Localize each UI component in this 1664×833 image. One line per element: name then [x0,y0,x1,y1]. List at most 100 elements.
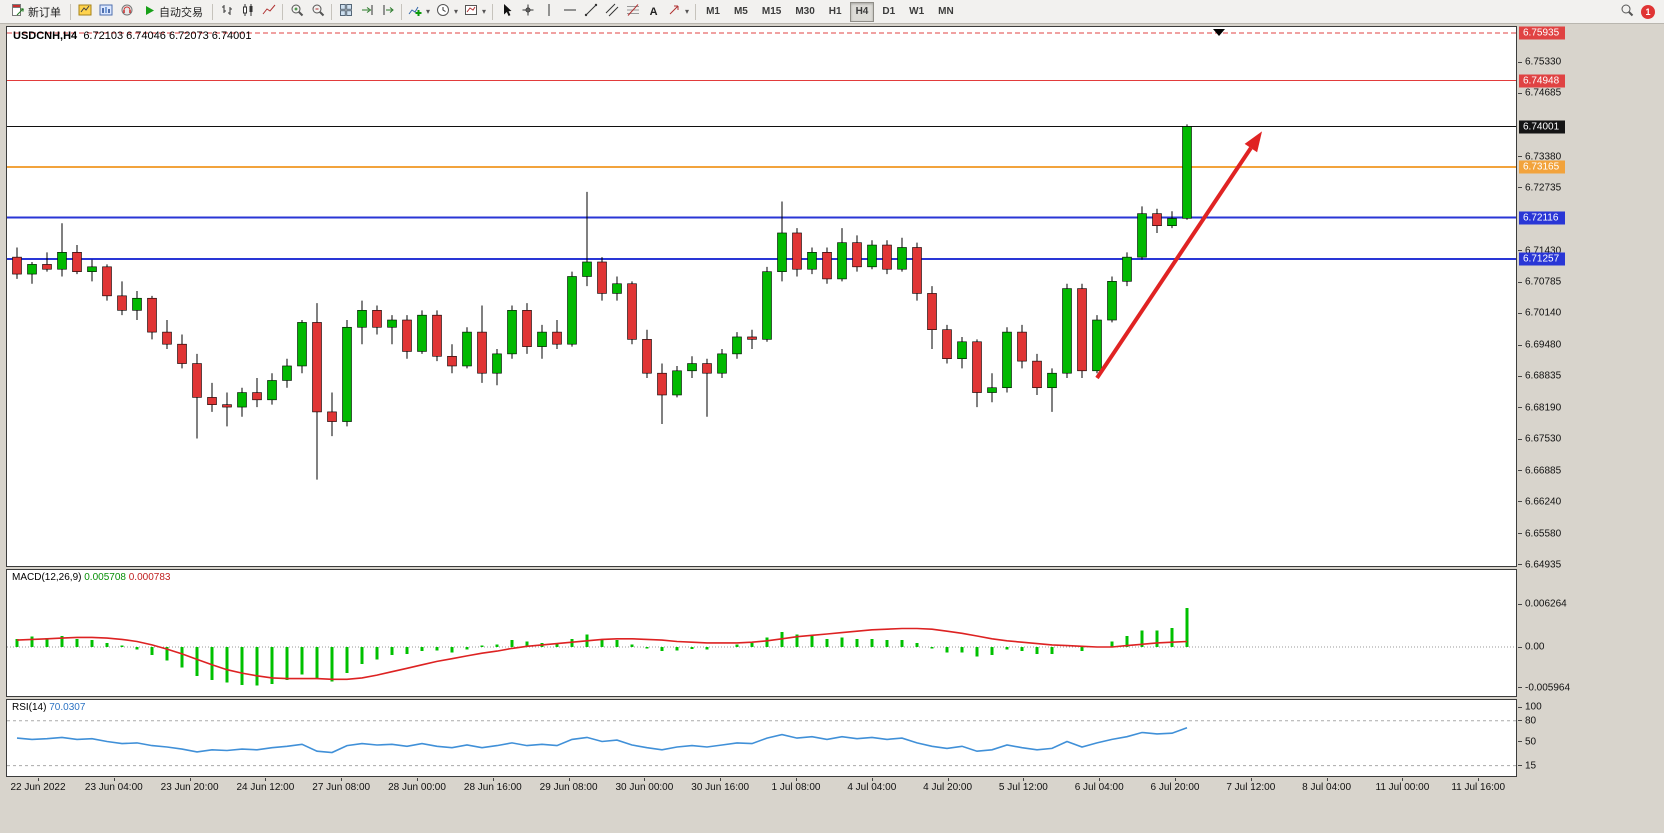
templates-button[interactable] [461,2,489,22]
candlestick-chart-button[interactable] [237,2,258,22]
axis-tickmark [1518,741,1522,742]
auto-trading-button[interactable]: 自动交易 [137,2,209,22]
channel-icon [605,3,619,20]
time-label: 4 Jul 04:00 [847,782,897,793]
hlines-layer [7,32,1516,261]
arrows-button[interactable] [664,2,692,22]
time-tick [113,778,115,781]
axis-tickmark [1518,61,1522,63]
new-order-button[interactable]: 新订单 [5,2,67,22]
time-label: 30 Jun 00:00 [615,782,674,793]
main-chart[interactable]: USDCNH,H4 6.72103 6.74046 6.72073 6.7400… [6,26,1517,567]
price-tick-label: 6.68190 [1525,402,1562,414]
axis-tickmark [1518,470,1522,472]
time-axis[interactable]: 22 Jun 2022 23 Jun 04:00 23 Jun 20:00 24 Ju… [6,778,1517,794]
tile-windows-button[interactable] [335,2,356,22]
vertical-line-button[interactable] [538,2,559,22]
periods-button[interactable] [433,2,461,22]
rsi-value: 70.0307 [49,702,86,713]
zoom-in-button[interactable] [286,2,307,22]
crosshair-button[interactable] [517,2,538,22]
arrow-tool-icon [667,3,681,20]
fibonacci-button[interactable] [622,2,643,22]
toolbar-separator [282,3,283,20]
time-label: 24 Jun 12:00 [236,782,295,793]
auto-trading-label: 自动交易 [159,6,203,19]
price-tick-label: 6.74685 [1525,87,1562,99]
time-tick [341,778,343,781]
time-tick [189,778,191,781]
time-label: 6 Jul 04:00 [1074,782,1124,793]
time-label: 22 Jun 2022 [10,782,66,793]
timeframe-mn[interactable]: MN [932,2,960,22]
macd-panel[interactable]: MACD(12,26,9) 0.005708 0.000783 [6,569,1517,697]
timeframe-m30[interactable]: M30 [789,2,820,22]
time-tick [644,778,646,781]
timeframe-m5[interactable]: M5 [728,2,754,22]
cursor-button[interactable] [496,2,517,22]
time-label: 4 Jul 20:00 [923,782,973,793]
new-chart-button[interactable] [74,2,95,22]
zoom-out-button[interactable] [307,2,328,22]
timeframe-h1[interactable]: H1 [823,2,848,22]
price-tick-label: 6.65580 [1525,528,1562,540]
price-tick-label: 80 [1525,715,1537,727]
axis-tickmark [1518,438,1522,440]
price-tick-label: 6.70785 [1525,276,1562,288]
macd-name: MACD(12,26,9) [12,572,82,583]
price-tick-label: 0.006264 [1525,598,1567,610]
main-chart-svg[interactable] [7,27,1516,566]
axis-tickmark [1518,533,1522,535]
horizontal-line-button[interactable] [559,2,580,22]
price-line-label: 6.74001 [1519,120,1565,134]
rsi-name: RSI(14) [12,702,47,713]
toolbar-separator [212,3,213,20]
chart-shift-icon [381,3,395,20]
search-button[interactable] [1616,2,1637,22]
price-tick-label: 6.72735 [1525,182,1562,194]
macd-svg[interactable] [7,570,1516,696]
price-line-label: 6.75935 [1519,26,1565,40]
price-axis[interactable]: 6.75330 6.74685 6.73380 6.72735 6.71430 6.707… [1518,26,1664,794]
timeframe-h4[interactable]: H4 [849,1,875,22]
timeframe-d1[interactable]: D1 [876,2,901,22]
indicators-button[interactable] [405,2,433,22]
price-tick-label: 0.00 [1525,641,1545,653]
axis-tickmark [1518,344,1522,346]
chart-shift-button[interactable] [377,2,398,22]
axis-tickmark [1518,720,1522,722]
new-order-icon [11,3,25,20]
candlestick-chart-icon [241,3,255,20]
horizontal-line-icon [563,3,577,20]
axis-tickmark [1518,706,1522,708]
clock-icon [436,3,450,20]
price-tick-label: 15 [1525,760,1537,772]
time-tick [568,778,570,781]
price-tick-label: 6.67530 [1525,433,1562,445]
time-tick [265,778,267,781]
support-button[interactable] [116,2,137,22]
channel-button[interactable] [601,2,622,22]
bar-chart-button[interactable] [216,2,237,22]
timeframe-m1[interactable]: M1 [700,2,726,22]
rsi-panel[interactable]: RSI(14) 70.0307 [6,699,1517,777]
axis-tickmark [1518,312,1522,314]
timeframe-w1[interactable]: W1 [903,2,930,22]
trendline-button[interactable] [580,2,601,22]
timeframe-m15[interactable]: M15 [756,2,787,22]
time-label: 30 Jun 16:00 [691,782,750,793]
rsi-svg[interactable] [7,700,1516,776]
text-label-button[interactable]: A [643,2,664,22]
notification-badge[interactable]: 1 [1641,4,1655,19]
time-label: 11 Jul 16:00 [1451,782,1506,793]
time-tick [417,778,418,781]
axis-tickmark [1518,250,1522,252]
macd-value: 0.005708 [84,572,126,583]
time-tick [947,778,949,781]
line-chart-button[interactable] [258,2,279,22]
auto-scroll-button[interactable] [356,2,377,22]
axis-tickmark [1518,92,1522,94]
time-tick [1250,778,1252,781]
line-chart-icon [262,3,276,20]
profiles-button[interactable] [95,2,116,22]
